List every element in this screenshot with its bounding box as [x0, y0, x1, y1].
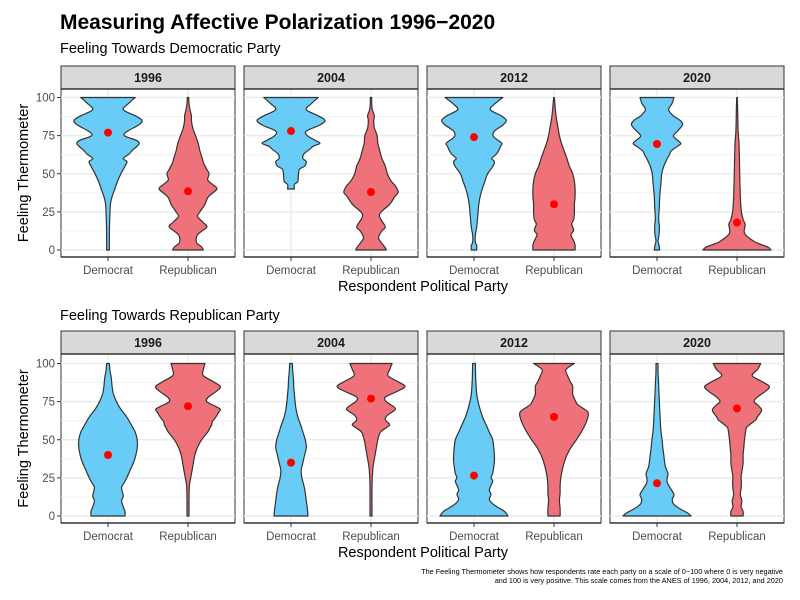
row-subtitle: Feeling Towards Republican Party — [60, 308, 281, 324]
y-tick-label: 0 — [49, 511, 55, 523]
facet-row-2: Feeling Towards Republican Party 0 25 50 75 1… — [16, 308, 785, 561]
x-tick-label: Republican — [159, 531, 217, 543]
caption-line: The Feeling Thermometer shows how respon… — [421, 567, 783, 576]
mean-point — [104, 451, 112, 459]
mean-point — [367, 394, 375, 403]
violin-democrat — [441, 96, 507, 251]
facet-strip-label: 2004 — [317, 71, 345, 85]
mean-point — [653, 140, 661, 149]
facet-strip-label: 2020 — [683, 336, 711, 350]
x-tick-label: Republican — [342, 265, 400, 277]
panel-2012: 2012 Democrat Republican — [426, 330, 602, 543]
x-tick-label: Democrat — [266, 265, 317, 277]
violin-republican — [702, 96, 772, 251]
mean-point — [733, 404, 741, 413]
mean-point — [287, 458, 295, 467]
mean-point — [470, 133, 478, 142]
panel-2020: 2020 Democrat Republican — [609, 330, 785, 543]
mean-point — [653, 479, 661, 488]
x-tick-label: Democrat — [266, 531, 317, 543]
violin-republican — [518, 362, 590, 517]
x-tick-label: Republican — [525, 531, 583, 543]
panel-background — [609, 88, 785, 258]
panel-2004: 2004 Democrat Republican — [243, 330, 419, 543]
y-tick-label: 25 — [42, 207, 55, 219]
y-tick-label: 50 — [42, 435, 55, 447]
mean-point — [470, 471, 478, 480]
violin-democrat — [73, 96, 143, 251]
panel-2004: 2004 Democrat Republican — [243, 65, 419, 277]
mean-point — [550, 200, 558, 209]
x-tick-label: Republican — [159, 265, 217, 277]
violin-republican — [343, 96, 399, 251]
panel-2012: 2012 Democrat Republican — [426, 65, 602, 277]
x-tick-label: Republican — [708, 531, 766, 543]
violin-democrat — [622, 362, 692, 517]
x-tick-label: Democrat — [83, 265, 134, 277]
mean-point — [367, 188, 375, 197]
x-tick-label: Democrat — [449, 265, 500, 277]
row-subtitle: Feeling Towards Democratic Party — [60, 41, 281, 57]
violin-democrat — [273, 362, 309, 517]
y-tick-label: 100 — [36, 93, 55, 105]
violin-democrat — [439, 362, 509, 517]
violin-democrat — [77, 362, 139, 517]
facet-row-1: Feeling Towards Democratic Party 0 25 50 75 1… — [16, 41, 785, 295]
facet-strip-label: 2020 — [683, 71, 711, 85]
y-axis-title: Feeling Thermometer — [16, 104, 32, 243]
y-tick-label: 75 — [42, 397, 55, 409]
x-tick-label: Democrat — [83, 531, 134, 543]
x-tick-label: Republican — [525, 265, 583, 277]
panel-1996: 1996 Democrat Republican — [60, 330, 236, 543]
violin-republican — [336, 362, 406, 517]
mean-point — [733, 218, 741, 227]
x-tick-label: Democrat — [449, 531, 500, 543]
x-tick-label: Democrat — [632, 531, 683, 543]
facet-strip-label: 1996 — [134, 336, 162, 350]
x-tick-label: Republican — [708, 265, 766, 277]
facet-strip-label: 2012 — [500, 71, 528, 85]
violin-republican — [158, 96, 218, 251]
mean-point — [184, 187, 192, 196]
panel-2020: 2020 Democrat Republican — [609, 65, 785, 277]
y-tick-label: 50 — [42, 169, 55, 181]
violin-democrat — [630, 96, 684, 251]
violin-republican — [532, 96, 576, 251]
x-axis-title: Respondent Political Party — [338, 545, 509, 561]
facet-strip-label: 1996 — [134, 71, 162, 85]
violin-republican — [154, 362, 222, 517]
violin-republican — [704, 362, 770, 517]
x-tick-label: Republican — [342, 531, 400, 543]
caption-line: and 100 is very positive. This scale com… — [495, 576, 783, 585]
y-tick-label: 75 — [42, 131, 55, 143]
mean-point — [184, 402, 192, 411]
x-tick-label: Democrat — [632, 265, 683, 277]
y-tick-label: 0 — [49, 245, 55, 257]
panel-1996: 1996 Democrat Republican — [60, 65, 236, 277]
facet-strip-label: 2004 — [317, 336, 345, 350]
x-axis-title: Respondent Political Party — [338, 279, 509, 295]
y-axis-title: Feeling Thermometer — [16, 369, 32, 508]
mean-point — [104, 128, 112, 137]
mean-point — [550, 412, 558, 421]
violin-democrat — [256, 96, 326, 190]
y-tick-label: 100 — [36, 359, 55, 371]
mean-point — [287, 127, 295, 136]
y-tick-label: 25 — [42, 473, 55, 485]
chart-title: Measuring Affective Polarization 1996−20… — [60, 11, 495, 34]
facet-strip-label: 2012 — [500, 336, 528, 350]
